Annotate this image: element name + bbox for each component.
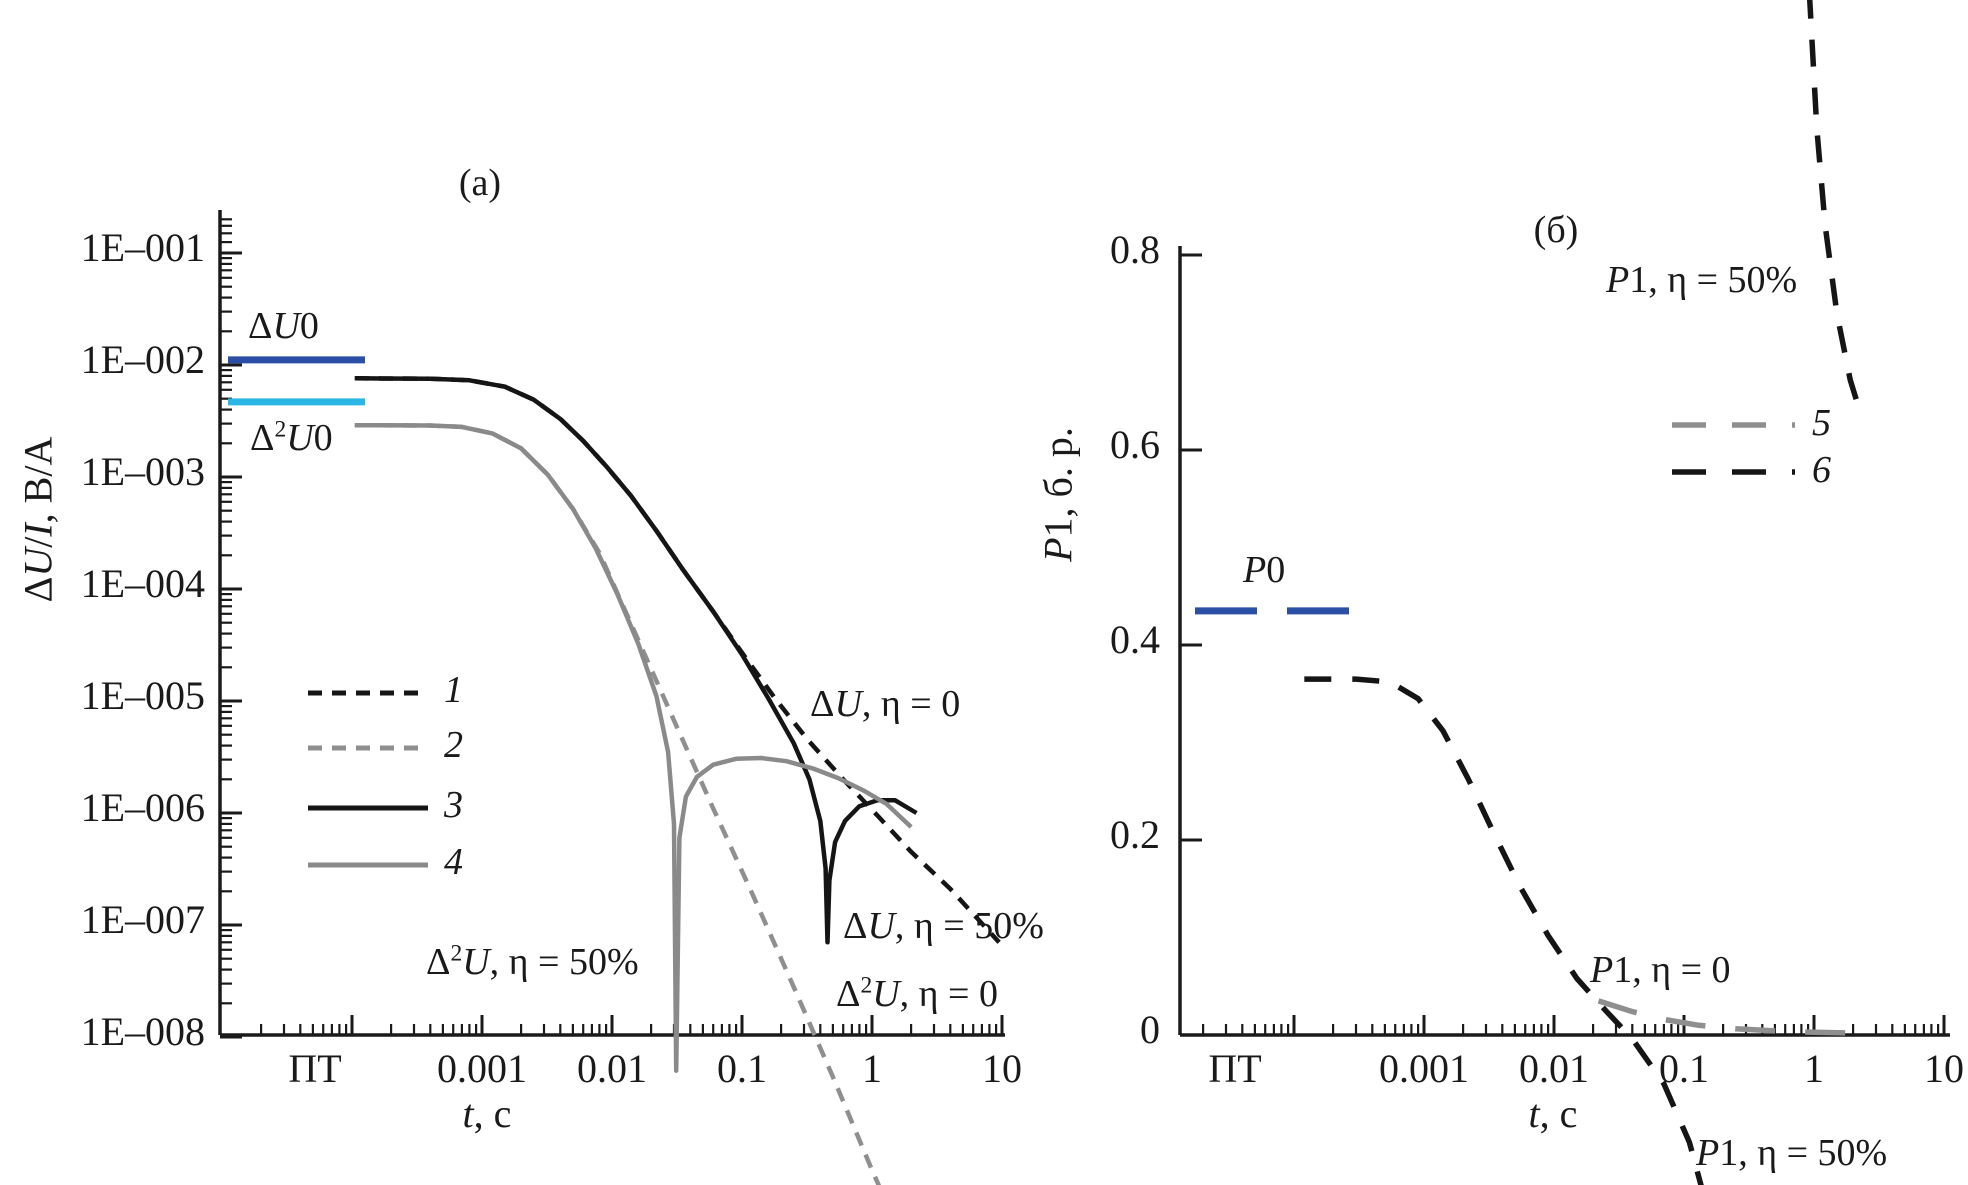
- annotation-du-eta50: ΔU, η = 50%: [843, 905, 1044, 947]
- panel-b-xtick-0: ПТ: [1208, 1046, 1262, 1091]
- annotation-d2u-eta0: Δ2U, η = 0: [836, 972, 998, 1015]
- legend-b-item-5-label: 5: [1812, 402, 1831, 444]
- panel-a-ytick-2: 1E–003: [80, 449, 205, 494]
- panel-a-ytick-5: 1E–006: [80, 785, 205, 830]
- annotation-d2u-eta50: Δ2U, η = 50%: [426, 940, 639, 983]
- panel-a-ytick-0: 1E–001: [80, 225, 205, 270]
- curve-4--u-50%: [354, 422, 913, 1073]
- panel-b-y-axis-title: P1, б. р.: [1035, 427, 1081, 562]
- panel-b-x-axis-title: t, с: [1528, 1091, 1578, 1136]
- panel-b-xtick-4: 1: [1804, 1046, 1824, 1091]
- panel-a-ytick-7: 1E–008: [80, 1009, 205, 1054]
- annotation-du-eta0: ΔU, η = 0: [810, 683, 961, 725]
- panel-b-ytick-3: 0.2: [1110, 812, 1160, 857]
- panel-b-ytick-0: 0.8: [1110, 227, 1160, 272]
- legend-a-item-2-label: 2: [444, 724, 463, 766]
- panel-a-x-axis-title: t, с: [462, 1091, 512, 1136]
- annotation-d2u0: Δ2U0: [250, 416, 333, 459]
- panel-b-xtick-3: 0.1: [1659, 1046, 1709, 1091]
- curve-3--u-50%: [354, 376, 918, 945]
- panel-b-xtick-1: 0.001: [1379, 1046, 1469, 1091]
- panel-a-xtick-3: 0.1: [717, 1046, 767, 1091]
- curve-6-upper-branch: [1807, 0, 1864, 416]
- panel-b-title: (б): [1533, 209, 1579, 251]
- legend-a-item-1-label: 1: [444, 669, 463, 711]
- panel-a-xtick-5: 10: [982, 1046, 1022, 1091]
- panel-a-ytick-1: 1E–002: [80, 337, 205, 382]
- panel-a-y-axis-title: ΔU/I, В/А: [15, 436, 61, 603]
- panel-a-title: (а): [458, 162, 502, 204]
- panel-a-ytick-3: 1E–004: [80, 561, 205, 606]
- annotation-p1-eta50-bottom: P1, η = 50%: [1696, 1132, 1888, 1174]
- panel-b-ytick-4: 0: [1140, 1007, 1160, 1052]
- annotation-p1-eta50-top: P1, η = 50%: [1606, 259, 1798, 301]
- panel-a-xtick-0: ПТ: [288, 1046, 342, 1091]
- panel-b-ytick-2: 0.4: [1110, 617, 1160, 662]
- panel-a-xtick-1: 0.001: [437, 1046, 527, 1091]
- panel-a-ytick-4: 1E–005: [80, 673, 205, 718]
- panel-a-xtick-4: 1: [862, 1046, 882, 1091]
- panel-a-xtick-2: 0.01: [577, 1046, 647, 1091]
- panel-b-xtick-5: 10: [1924, 1046, 1964, 1091]
- legend-a-item-3-label: 3: [444, 784, 463, 826]
- panel-b-xtick-2: 0.01: [1519, 1046, 1589, 1091]
- curve-6-p1-50%: [1304, 676, 1704, 1185]
- curve-5-p1-0: [1597, 998, 1859, 1036]
- legend-a-item-4-label: 4: [444, 841, 463, 883]
- legend-b-item-6-label: 6: [1812, 449, 1831, 491]
- panel-a-ytick-6: 1E–007: [80, 897, 205, 942]
- annotation-p0: P0: [1243, 549, 1286, 591]
- annotation-p1-eta0: P1, η = 0: [1590, 949, 1731, 991]
- annotation-du0: ΔU0: [248, 305, 319, 347]
- panel-b-ytick-1: 0.6: [1110, 422, 1160, 467]
